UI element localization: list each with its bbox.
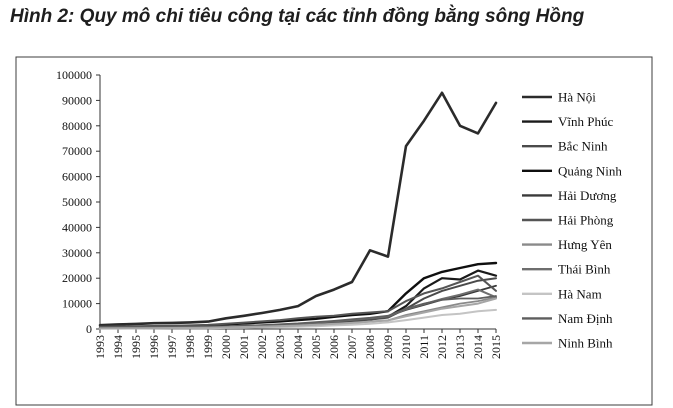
legend-label: Nam Định xyxy=(558,311,613,326)
x-tick-label: 2012 xyxy=(435,335,449,359)
x-tick-label: 2007 xyxy=(345,335,359,359)
legend-label: Hải Phòng xyxy=(558,213,614,228)
x-tick-label: 2000 xyxy=(219,335,233,359)
x-tick-label: 2014 xyxy=(471,335,485,359)
x-tick-label: 1998 xyxy=(183,335,197,359)
x-tick-label: 2011 xyxy=(417,335,431,359)
x-tick-label: 1999 xyxy=(201,335,215,359)
x-tick-label: 2015 xyxy=(489,335,503,359)
y-tick-label: 100000 xyxy=(56,68,92,82)
chart-frame xyxy=(15,56,653,406)
legend-label: Vĩnh Phúc xyxy=(558,114,613,129)
x-tick-label: 2003 xyxy=(273,335,287,359)
legend-label: Hưng Yên xyxy=(558,237,612,252)
legend: Hà Nội Vĩnh Phúc Bắc Ninh Quảng Ninh Hải Dươ… xyxy=(522,90,622,351)
legend-label: Quảng Ninh xyxy=(558,163,622,178)
x-tick-label: 2001 xyxy=(237,335,251,359)
series-line-0 xyxy=(98,91,498,327)
y-tick-label: 60000 xyxy=(62,170,92,184)
series-line-10 xyxy=(99,297,497,330)
y-tick-label: 0 xyxy=(86,322,92,336)
x-tick-label: 1997 xyxy=(165,335,179,359)
y-tick-label: 10000 xyxy=(62,297,92,311)
y-tick-label: 40000 xyxy=(62,220,92,234)
x-tick-label: 1994 xyxy=(111,335,125,359)
x-tick-label: 2009 xyxy=(381,335,395,359)
x-tick-label: 2004 xyxy=(291,335,305,359)
y-tick-label: 70000 xyxy=(62,144,92,158)
x-tick-label: 2005 xyxy=(309,335,323,359)
y-tick-label: 90000 xyxy=(62,93,92,107)
x-tick-label: 2002 xyxy=(255,335,269,359)
legend-label: Hà Nam xyxy=(558,286,602,301)
legend-label: Hà Nội xyxy=(558,90,596,105)
x-tick-label: 2013 xyxy=(453,335,467,359)
y-axis: 0 10000 20000 30000 40000 50000 60000 70000 8000… xyxy=(56,68,101,336)
y-tick-label: 20000 xyxy=(62,271,92,285)
x-tick-label: 1995 xyxy=(129,335,143,359)
x-tick-label: 2006 xyxy=(327,335,341,359)
y-tick-label: 80000 xyxy=(62,119,92,133)
x-axis: 1993 1994 1995 1996 1997 1998 1999 2000 2001 2002… xyxy=(93,328,503,359)
legend-label: Hải Dương xyxy=(558,188,617,203)
x-tick-label: 2010 xyxy=(399,335,413,359)
y-tick-label: 50000 xyxy=(62,195,92,209)
legend-label: Ninh Bình xyxy=(558,336,613,351)
figure-title: Hình 2: Quy mô chi tiêu công tại các tỉn… xyxy=(10,6,585,27)
legend-label: Thái Bình xyxy=(558,262,611,277)
series-lines xyxy=(98,91,498,330)
y-tick-label: 30000 xyxy=(62,246,92,260)
x-tick-label: 2008 xyxy=(363,335,377,359)
x-tick-label: 1996 xyxy=(147,335,161,359)
series-line-5 xyxy=(99,274,497,328)
x-tick-label: 1993 xyxy=(93,335,107,359)
legend-label: Bắc Ninh xyxy=(558,139,608,154)
